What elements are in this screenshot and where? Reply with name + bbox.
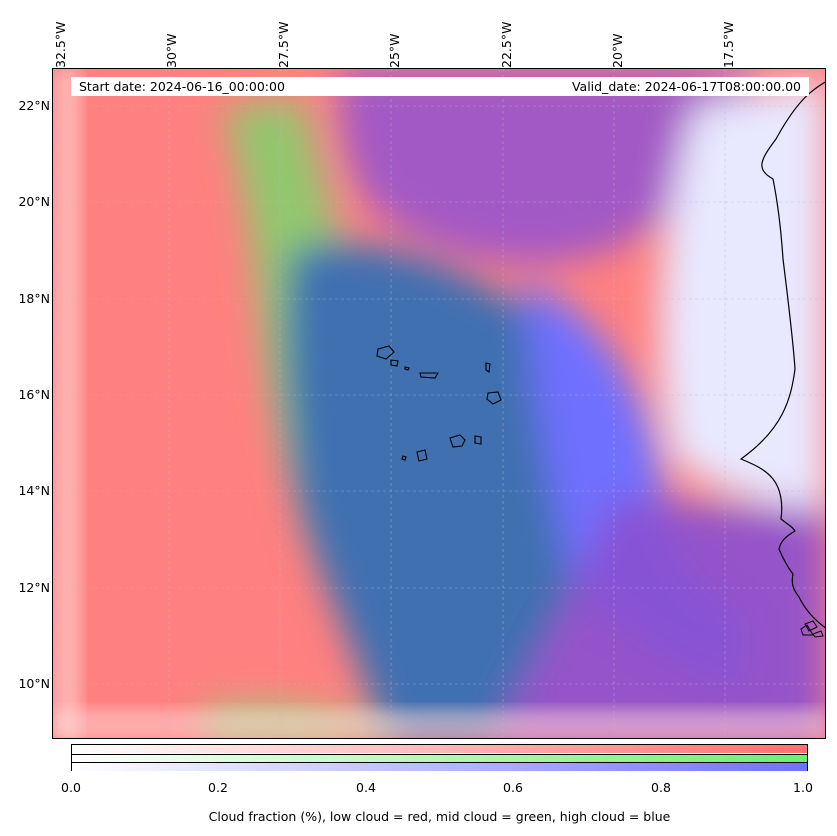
colorbar-tick: 0.2: [208, 780, 228, 795]
longitude-label: 30°W: [164, 33, 179, 68]
colorbar-tick: 0.6: [503, 780, 523, 795]
mid-cloud-scale: [72, 753, 807, 763]
longitude-label: 20°W: [610, 33, 625, 68]
latitude-label: 20°N: [18, 194, 50, 209]
latitude-label: 14°N: [18, 483, 50, 498]
high-cloud-scale: [72, 762, 807, 771]
southeast-cloud: [493, 499, 825, 738]
map-canvas: Start date: 2024-06-16_00:00:00 Valid_da…: [53, 69, 825, 738]
low-cloud-scale: [72, 745, 807, 753]
african-coastline: [739, 81, 825, 629]
longitude-label: 22.5°W: [499, 21, 514, 68]
coastal-islands: [800, 620, 824, 638]
colorbar-tick: 0.0: [61, 780, 81, 795]
longitude-label: 25°W: [387, 33, 402, 68]
graticule: [53, 69, 825, 738]
start-date-label: Start date: 2024-06-16_00:00:00: [79, 79, 285, 94]
cape-verde-islands: [376, 345, 502, 462]
valid-date-label: Valid_date: 2024-06-17T08:00:00.00: [571, 79, 801, 94]
upper-cloud-band: [339, 69, 753, 264]
latitude-label: 22°N: [18, 98, 50, 113]
colorbar-tick: 1.0: [793, 780, 813, 795]
latitude-label: 12°N: [18, 580, 50, 595]
longitude-label: 32.5°W: [53, 21, 68, 68]
latitude-label: 18°N: [18, 291, 50, 306]
clear-coastal-area: [659, 79, 825, 509]
colorbar-tick: 0.8: [651, 780, 671, 795]
colorbar-tick: 0.4: [356, 780, 376, 795]
longitude-label: 17.5°W: [721, 21, 736, 68]
colorbar-label: Cloud fraction (%), low cloud = red, mid…: [208, 809, 671, 824]
latitude-label: 16°N: [18, 387, 50, 402]
date-info-bar: Start date: 2024-06-16_00:00:00 Valid_da…: [71, 77, 809, 96]
longitude-label: 27.5°W: [276, 21, 291, 68]
latitude-label: 10°N: [18, 676, 50, 691]
cloud-fraction-map: Start date: 2024-06-16_00:00:00 Valid_da…: [52, 68, 826, 739]
colorbar: [71, 744, 808, 771]
